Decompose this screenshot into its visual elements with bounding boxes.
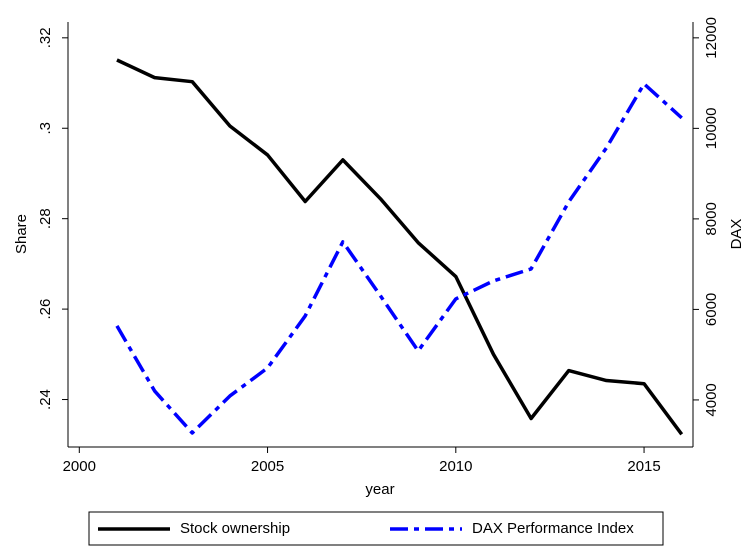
legend-label: DAX Performance Index xyxy=(472,520,634,537)
x-axis-title: year xyxy=(365,481,394,498)
x-tick-label: 2005 xyxy=(251,458,284,475)
y2-tick-label: 6000 xyxy=(703,293,720,326)
y-tick-label: .24 xyxy=(37,389,54,410)
y-axis-title: Share xyxy=(13,214,30,254)
y2-tick-label: 4000 xyxy=(703,383,720,416)
y2-tick-label: 8000 xyxy=(703,202,720,235)
y-tick-label: .32 xyxy=(37,27,54,48)
y2-tick-label: 10000 xyxy=(703,108,720,150)
line-series xyxy=(115,82,683,435)
x-tick-label: 2015 xyxy=(627,458,660,475)
x-tick-label: 2010 xyxy=(439,458,472,475)
line-series xyxy=(116,58,684,436)
legend-label: Stock ownership xyxy=(180,520,290,537)
legend-box xyxy=(88,511,664,546)
y-tick-label: .26 xyxy=(37,299,54,320)
x-tick-label: 2000 xyxy=(63,458,96,475)
y2-tick-label: 12000 xyxy=(703,17,720,59)
y2-axis-title: DAX xyxy=(728,219,745,250)
y-tick-label: .3 xyxy=(37,122,54,135)
y-tick-label: .28 xyxy=(37,208,54,229)
